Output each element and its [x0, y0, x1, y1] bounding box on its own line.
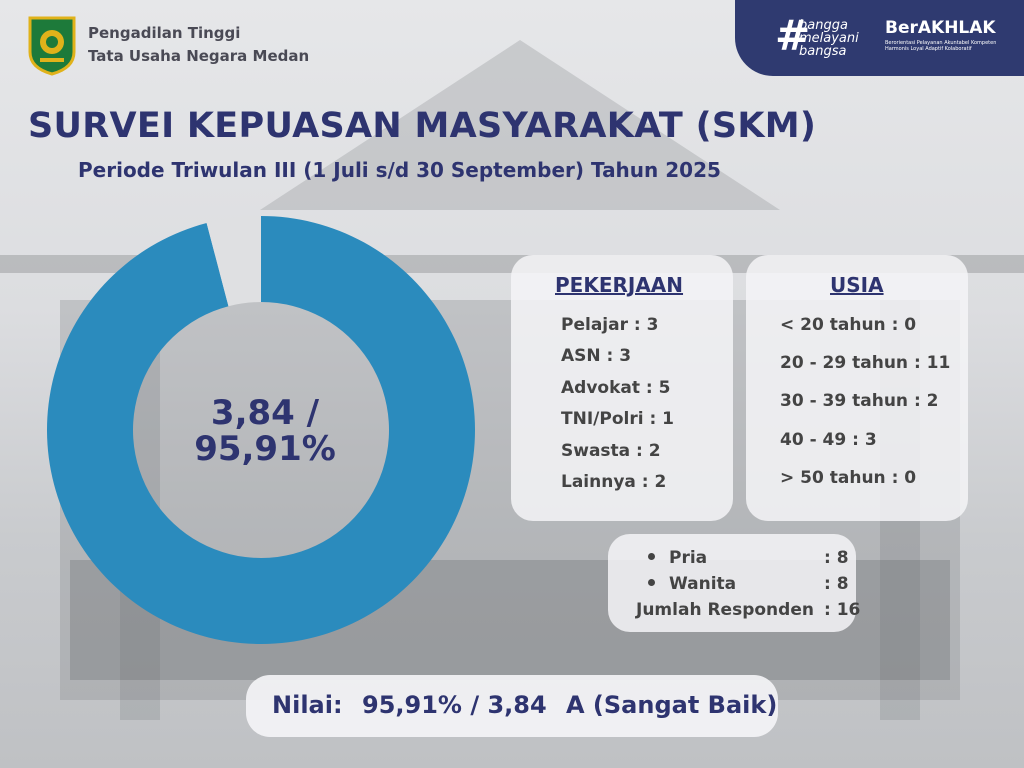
tagline-word-3: bangsa [799, 44, 847, 59]
usia-heading: USIA [830, 273, 884, 297]
total-value: : 16 [824, 600, 861, 620]
bullet-icon [648, 552, 655, 560]
pekerjaan-item: Lainnya : 2 [561, 472, 667, 492]
page-subtitle: Periode Triwulan III (1 Juli s/d 30 Sept… [78, 158, 721, 182]
pekerjaan-item: TNI/Polri : 1 [561, 409, 674, 429]
tagline-word-1: bangga [799, 18, 848, 33]
court-logo [26, 14, 78, 76]
organization-name: Pengadilan Tinggi Tata Usaha Negara Meda… [88, 22, 309, 68]
pekerjaan-card: PEKERJAAN Pelajar : 3 ASN : 3 Advokat : … [511, 255, 733, 521]
wanita-value: : 8 [824, 574, 849, 594]
usia-item: 30 - 39 tahun : 2 [780, 391, 939, 411]
berakhlak-title: BerAKHLAK [885, 18, 996, 38]
page-title: SURVEI KEPUASAN MASYARAKAT (SKM) [28, 106, 817, 146]
pria-value: : 8 [824, 548, 849, 568]
donut-center-label: 3,84 / 95,91% [180, 395, 350, 467]
pekerjaan-item: Advokat : 5 [561, 378, 671, 398]
gender-card: Pria : 8 Wanita : 8 Jumlah Responden : 1… [608, 534, 860, 632]
nilai-label: Nilai: [272, 691, 343, 719]
berakhlak-logo: BerAKHLAK Berorientasi Pelayanan Akuntab… [885, 18, 1015, 52]
tagline-word-2: melayani [799, 31, 859, 46]
berakhlak-subtitle: Berorientasi Pelayanan Akuntabel Kompete… [885, 40, 997, 52]
usia-item: > 50 tahun : 0 [780, 468, 917, 488]
pekerjaan-heading: PEKERJAAN [555, 273, 684, 297]
center-label-line-1: 3,84 / [210, 393, 320, 433]
nilai-value: 95,91% / 3,84 [362, 691, 547, 719]
hash-icon: # [775, 11, 811, 60]
brand-banner: # bangga melayani bangsa BerAKHLAK Beror… [735, 0, 1024, 76]
nilai-grade: A (Sangat Baik) [566, 691, 778, 719]
pria-row: Pria [648, 548, 707, 568]
org-line-2: Tata Usaha Negara Medan [88, 47, 310, 65]
center-label-line-2: 95,91% [194, 429, 336, 469]
pria-label: Pria [669, 548, 708, 568]
wanita-label: Wanita [669, 574, 737, 594]
wanita-row: Wanita [648, 574, 736, 594]
org-line-1: Pengadilan Tinggi [88, 24, 241, 42]
usia-item: 20 - 29 tahun : 11 [780, 353, 951, 373]
usia-item: 40 - 49 : 3 [780, 430, 877, 450]
nilai-banner: Nilai: 95,91% / 3,84 A (Sangat Baik) [246, 675, 778, 737]
donut-slice-score [46, 216, 475, 644]
usia-card: USIA < 20 tahun : 0 20 - 29 tahun : 11 3… [746, 255, 968, 521]
pekerjaan-item: Swasta : 2 [561, 441, 661, 461]
total-label: Jumlah Responden [636, 600, 814, 620]
donut-slice-remainder [206, 216, 261, 307]
pekerjaan-item: Pelajar : 3 [561, 315, 659, 335]
pekerjaan-item: ASN : 3 [561, 346, 632, 366]
usia-item: < 20 tahun : 0 [780, 315, 917, 335]
bullet-icon [648, 578, 655, 586]
